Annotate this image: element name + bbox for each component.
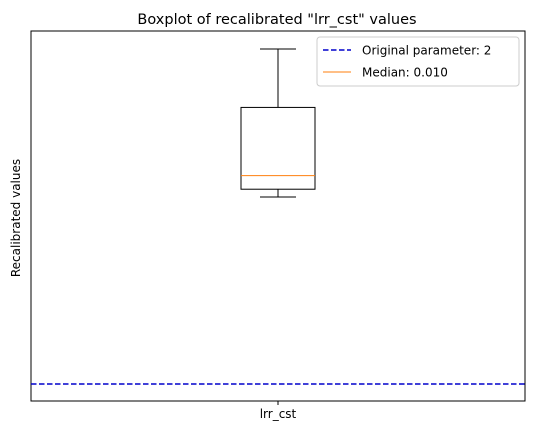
chart-title: Boxplot of recalibrated "lrr_cst" values xyxy=(137,12,416,28)
legend-label-median: Median: 0.010 xyxy=(362,66,448,80)
legend-label-reference: Original parameter: 2 xyxy=(362,44,491,58)
legend-frame xyxy=(316,36,520,87)
y-axis-label: Recalibrated values xyxy=(9,159,23,277)
interquartile-box xyxy=(240,106,316,190)
legend: Original parameter: 2 Median: 0.010 xyxy=(316,36,520,87)
x-tick-label: lrr_cst xyxy=(260,407,297,421)
plot-marks xyxy=(31,48,525,385)
